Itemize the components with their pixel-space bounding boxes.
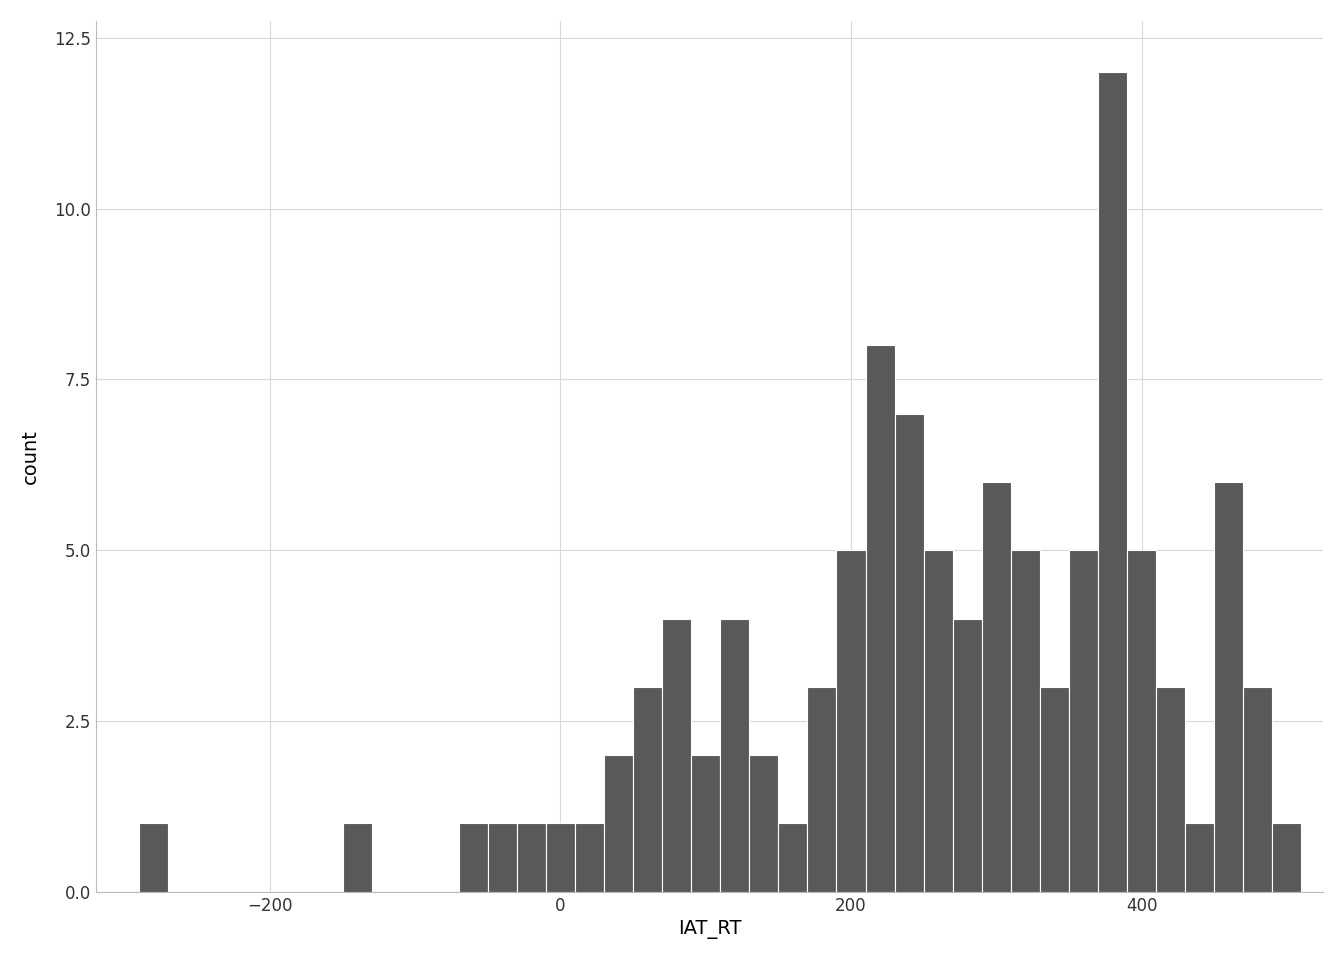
Bar	[1156, 686, 1185, 892]
Bar	[836, 550, 866, 892]
Y-axis label: count: count	[22, 429, 40, 484]
Bar	[575, 824, 603, 892]
Bar	[1128, 550, 1156, 892]
Bar	[1214, 482, 1243, 892]
Bar	[981, 482, 1011, 892]
Bar	[488, 824, 517, 892]
Bar	[140, 824, 168, 892]
Bar	[546, 824, 575, 892]
Bar	[1243, 686, 1273, 892]
Bar	[808, 686, 836, 892]
Bar	[866, 346, 895, 892]
Bar	[603, 756, 633, 892]
Bar	[633, 686, 663, 892]
Bar	[720, 618, 750, 892]
X-axis label: IAT_RT: IAT_RT	[677, 921, 741, 939]
Bar	[1098, 72, 1128, 892]
Bar	[691, 756, 720, 892]
Bar	[517, 824, 546, 892]
Bar	[895, 414, 923, 892]
Bar	[458, 824, 488, 892]
Bar	[1011, 550, 1040, 892]
Bar	[663, 618, 691, 892]
Bar	[343, 824, 371, 892]
Bar	[923, 550, 953, 892]
Bar	[1068, 550, 1098, 892]
Bar	[750, 756, 778, 892]
Bar	[1273, 824, 1301, 892]
Bar	[1040, 686, 1068, 892]
Bar	[778, 824, 808, 892]
Bar	[953, 618, 981, 892]
Bar	[1185, 824, 1214, 892]
